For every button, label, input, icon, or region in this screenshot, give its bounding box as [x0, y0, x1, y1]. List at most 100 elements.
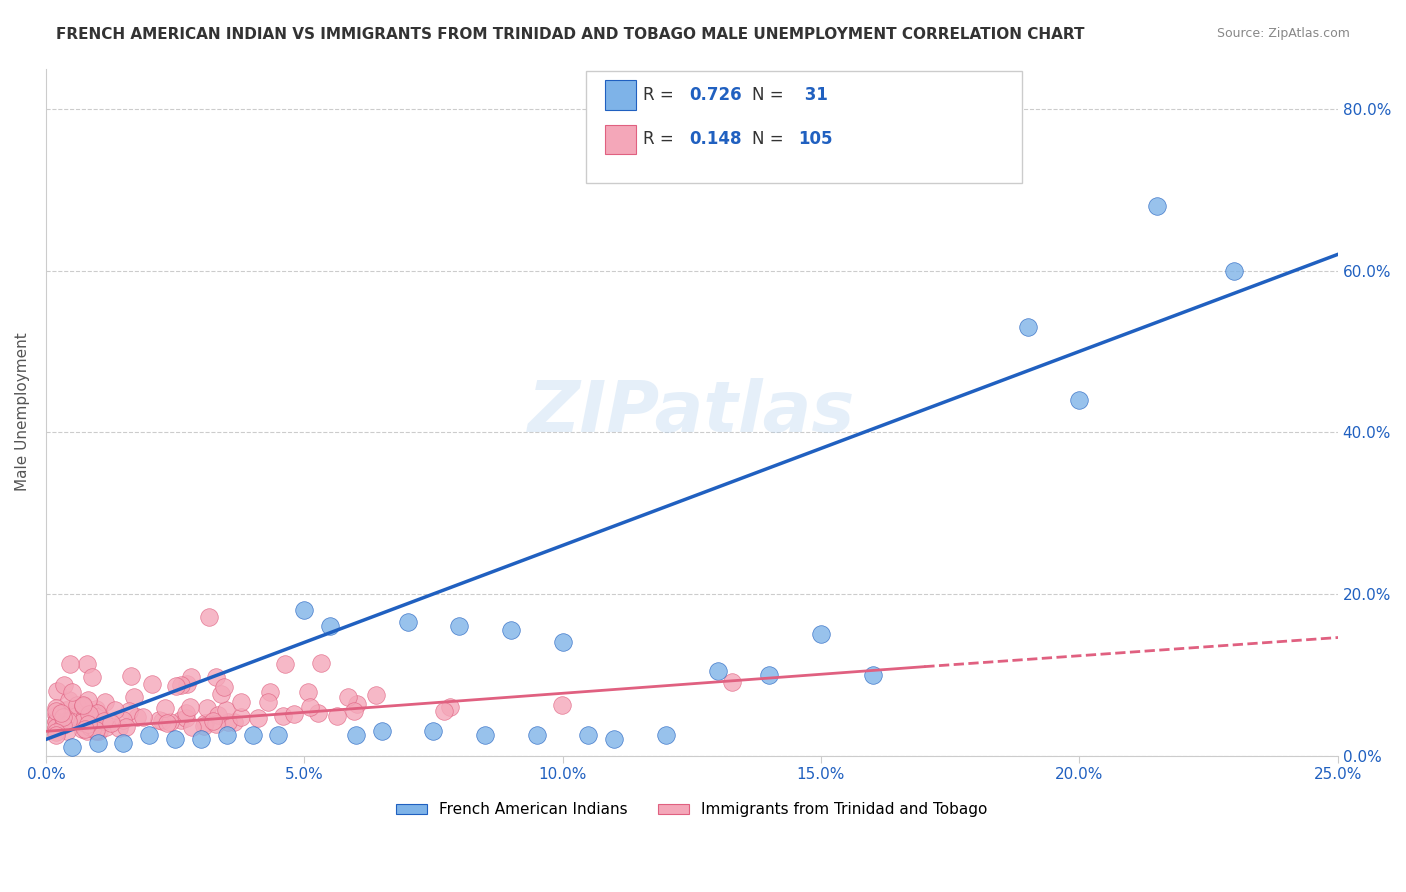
Point — [862, 667, 884, 681]
Point — [655, 728, 678, 742]
Text: FRENCH AMERICAN INDIAN VS IMMIGRANTS FROM TRINIDAD AND TOBAGO MALE UNEMPLOYMENT : FRENCH AMERICAN INDIAN VS IMMIGRANTS FRO… — [56, 27, 1085, 42]
Point — [86, 736, 108, 750]
Point — [93, 714, 115, 728]
Point — [46, 718, 69, 732]
Point — [578, 728, 600, 742]
Point — [159, 715, 181, 730]
Text: ZIPatlas: ZIPatlas — [529, 377, 855, 447]
Point — [89, 709, 111, 723]
Point — [75, 722, 97, 736]
Point — [217, 714, 239, 729]
Text: R =: R = — [643, 130, 679, 148]
Point — [156, 716, 179, 731]
Point — [45, 714, 67, 728]
Point — [193, 719, 215, 733]
Point — [82, 720, 104, 734]
Point — [100, 715, 122, 730]
Point — [180, 670, 202, 684]
Point — [45, 725, 67, 739]
Point — [84, 702, 107, 716]
Point — [433, 705, 456, 719]
Point — [84, 723, 107, 738]
Point — [758, 667, 780, 681]
Point — [194, 716, 217, 731]
Point — [319, 619, 342, 633]
Point — [292, 603, 315, 617]
Point — [165, 732, 187, 747]
Point — [86, 706, 108, 720]
Text: N =: N = — [752, 86, 789, 103]
Point — [1017, 320, 1039, 334]
Point — [307, 706, 329, 721]
Point — [346, 697, 368, 711]
Point — [115, 720, 138, 734]
Point — [148, 713, 170, 727]
Point — [195, 701, 218, 715]
Point — [309, 657, 332, 671]
Point — [80, 670, 103, 684]
Point — [170, 678, 193, 692]
Point — [56, 723, 79, 738]
Point — [70, 714, 93, 729]
Point — [364, 688, 387, 702]
Point — [45, 704, 67, 718]
Point — [198, 609, 221, 624]
Point — [77, 717, 100, 731]
Point — [371, 724, 394, 739]
Point — [55, 703, 77, 717]
Point — [259, 685, 281, 699]
Point — [76, 693, 98, 707]
Point — [60, 685, 83, 699]
Point — [190, 732, 212, 747]
Point — [204, 717, 226, 731]
Point — [127, 710, 149, 724]
Text: 31: 31 — [799, 86, 828, 103]
Point — [283, 706, 305, 721]
Point — [499, 624, 522, 638]
Point — [46, 684, 69, 698]
Text: R =: R = — [643, 86, 679, 103]
Point — [72, 698, 94, 712]
Point — [810, 627, 832, 641]
Y-axis label: Male Unemployment: Male Unemployment — [15, 333, 30, 491]
Point — [207, 708, 229, 723]
Point — [212, 680, 235, 694]
Point — [396, 615, 419, 630]
Point — [273, 709, 295, 723]
Point — [326, 709, 349, 723]
Point — [1223, 263, 1246, 277]
Point — [111, 713, 134, 727]
Point — [176, 677, 198, 691]
Text: 105: 105 — [799, 130, 834, 148]
Point — [229, 710, 252, 724]
Point — [112, 736, 135, 750]
Point — [103, 703, 125, 717]
Point — [138, 728, 160, 742]
Point — [706, 664, 728, 678]
Point — [77, 706, 100, 721]
Point — [721, 675, 744, 690]
Point — [526, 728, 548, 742]
Point — [205, 670, 228, 684]
Point — [79, 720, 101, 734]
Point — [336, 690, 359, 705]
Point — [70, 722, 93, 736]
Point — [170, 713, 193, 727]
Point — [76, 723, 98, 738]
Point — [124, 690, 146, 705]
Point — [141, 677, 163, 691]
Point — [45, 728, 67, 742]
Point — [51, 706, 73, 721]
Point — [84, 723, 107, 738]
Point — [89, 724, 111, 739]
Point — [52, 710, 75, 724]
Point — [45, 700, 67, 714]
Point — [267, 728, 290, 742]
Point — [1146, 199, 1168, 213]
Point — [53, 678, 76, 692]
Point — [422, 724, 444, 739]
Point — [215, 728, 238, 742]
Point — [165, 680, 187, 694]
Point — [174, 711, 197, 725]
Point — [344, 728, 367, 742]
